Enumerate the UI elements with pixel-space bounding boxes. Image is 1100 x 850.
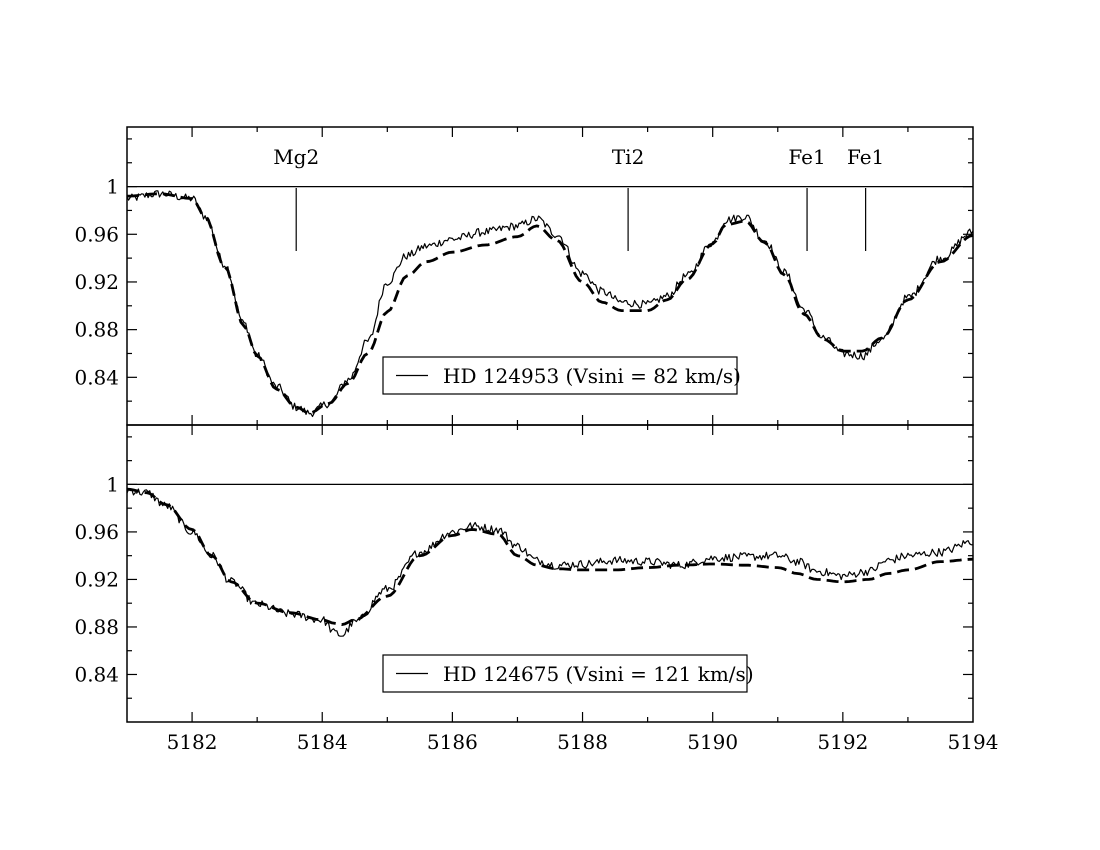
line-marker-label: Fe1 <box>788 145 825 169</box>
bottom-x-tick-label: 5190 <box>687 730 738 754</box>
line-marker-label: Mg2 <box>273 145 319 169</box>
bottom-y-tick-label: 0.88 <box>74 615 119 639</box>
bottom-x-tick-label: 5188 <box>557 730 608 754</box>
bottom-legend-box <box>382 654 748 693</box>
bottom-y-tick-label: 0.84 <box>74 662 119 686</box>
line-marker-label: Fe1 <box>847 145 884 169</box>
line-marker-label: Ti2 <box>612 145 644 169</box>
bottom-observed-spectrum-line <box>126 488 973 637</box>
bottom-x-tick-label: 5192 <box>817 730 868 754</box>
top-legend-box <box>382 356 738 395</box>
bottom-y-tick-label: 0.96 <box>74 520 119 544</box>
bottom-plot-frame <box>126 424 974 723</box>
bottom-legend-label: HD 124675 (Vsini = 121 km/s) <box>443 662 754 686</box>
bottom-y-tick-label: 0.92 <box>74 567 119 591</box>
top-legend-label: HD 124953 (Vsini = 82 km/s) <box>443 364 741 388</box>
bottom-y-tick-label: 1 <box>106 472 119 496</box>
top-y-tick-label: 0.92 <box>74 270 119 294</box>
bottom-x-tick-label: 5186 <box>427 730 478 754</box>
top-y-tick-label: 0.96 <box>74 222 119 246</box>
top-y-tick-label: 0.88 <box>74 318 119 342</box>
bottom-x-tick-label: 5194 <box>948 730 999 754</box>
bottom-panel: 0.84 0.88 0.92 0.96 1 5182 5184 5186 5188 5190 519… <box>74 424 999 754</box>
top-panel: 0.84 0.88 0.92 0.96 1 Mg2 Ti2 Fe1 Fe1 HD 124953 (… <box>74 126 974 426</box>
bottom-model-spectrum-line <box>126 487 974 626</box>
top-y-tick-label: 1 <box>106 175 119 199</box>
bottom-x-tick-label: 5182 <box>167 730 218 754</box>
bottom-x-tick-label: 5184 <box>297 730 348 754</box>
top-y-tick-label: 0.84 <box>74 365 119 389</box>
top-model-spectrum-line <box>127 192 974 415</box>
